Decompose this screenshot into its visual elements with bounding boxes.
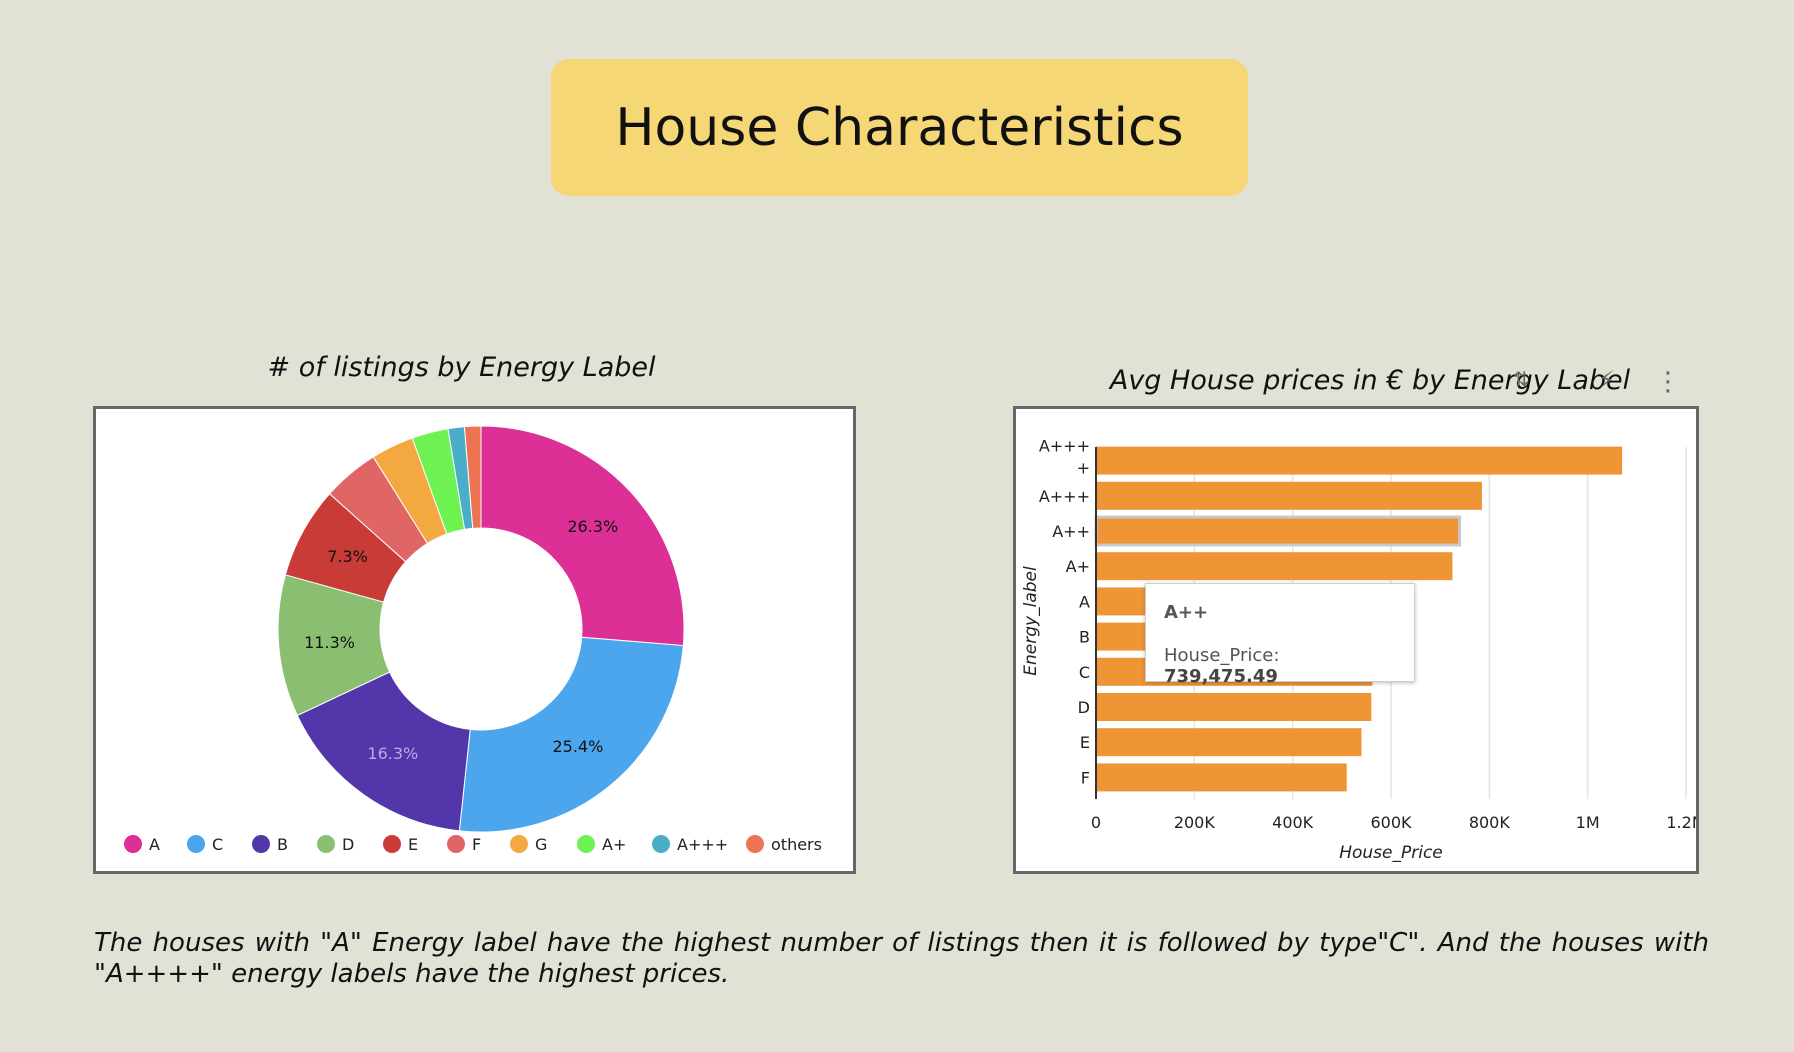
legend-label: A+ <box>602 835 626 854</box>
donut-slice-label: 16.3% <box>367 744 418 763</box>
tooltip-title: A++ <box>1164 602 1209 623</box>
tooltip-body: House_Price: 739,475.49 <box>1164 645 1396 687</box>
legend-label: C <box>212 835 223 854</box>
donut-slice-b[interactable] <box>296 671 471 832</box>
tooltip-value: 739,475.49 <box>1164 666 1278 687</box>
y-tick-label: B <box>1079 628 1090 647</box>
donut-slice-label: 25.4% <box>552 737 603 756</box>
donut-slice-a[interactable] <box>480 425 685 647</box>
bar-chart-title: Avg House prices in € by Energy Label <box>1109 365 1631 396</box>
lightning-bolt-icon[interactable]: ⚡ <box>1598 366 1615 394</box>
page-title-banner: House Characteristics <box>551 59 1248 196</box>
bar-aplusplusplus[interactable] <box>1096 481 1482 510</box>
legend-marker <box>252 835 270 853</box>
y-tick-label: A+ <box>1066 557 1090 576</box>
legend-label: A <box>149 835 160 854</box>
legend-marker <box>187 835 205 853</box>
legend-label: D <box>342 835 354 854</box>
x-tick-label: 200K <box>1174 813 1216 832</box>
donut-chart-title: # of listings by Energy Label <box>267 352 656 383</box>
donut-chart: 26.3% 25.4% 16.3% 11.3% 7.3% A C B D E F G A+ A+++ oth… <box>124 425 822 854</box>
legend-marker <box>652 835 670 853</box>
bar-f[interactable] <box>1096 763 1347 792</box>
bar-e[interactable] <box>1096 728 1362 757</box>
bar-aplusplus[interactable] <box>1094 515 1462 547</box>
donut-slice-label: 26.3% <box>567 517 618 536</box>
legend-label: E <box>408 835 418 854</box>
donut-slice-label: 7.3% <box>327 547 368 566</box>
donut-chart-panel: 26.3% 25.4% 16.3% 11.3% 7.3% A C B D E F G A+ A+++ oth… <box>93 406 856 874</box>
donut-slice-c[interactable] <box>458 636 684 833</box>
y-axis-label: Energy_label <box>1021 566 1041 676</box>
legend-marker <box>746 835 764 853</box>
y-tick-label: + <box>1077 459 1090 478</box>
x-tick-label: 1.2M <box>1666 813 1696 832</box>
x-axis-label: House_Price <box>1339 843 1443 863</box>
x-tick-label: 0 <box>1091 813 1101 832</box>
x-tick-label: 1M <box>1576 813 1600 832</box>
tooltip-field: House_Price <box>1164 645 1274 666</box>
legend-label: F <box>472 835 481 854</box>
more-vertical-icon[interactable]: ⋮ <box>1655 367 1681 397</box>
bar-aplus[interactable] <box>1096 552 1453 581</box>
y-tick-label: F <box>1081 768 1090 787</box>
donut-slice-others[interactable] <box>463 425 482 529</box>
legend-label: others <box>771 835 822 854</box>
y-tick-label: D <box>1078 698 1090 717</box>
page-title: House Characteristics <box>615 97 1184 158</box>
legend-marker <box>510 835 528 853</box>
bar-aplusplusplusplus[interactable] <box>1096 446 1623 475</box>
y-tick-label: E <box>1080 733 1090 752</box>
y-tick-label: A <box>1079 592 1090 611</box>
donut-slice-label: 11.3% <box>304 633 355 652</box>
y-tick-label: A+++ <box>1039 487 1090 506</box>
x-tick-label: 800K <box>1469 813 1511 832</box>
legend-label: G <box>535 835 547 854</box>
x-tick-label: 400K <box>1272 813 1314 832</box>
tooltip-colon: : <box>1273 645 1280 666</box>
bar-d[interactable] <box>1096 693 1372 721</box>
legend-marker <box>383 835 401 853</box>
y-tick-label: A++ <box>1052 522 1090 541</box>
legend-label: B <box>277 835 288 854</box>
x-tick-label: 600K <box>1370 813 1412 832</box>
y-tick-label: C <box>1079 663 1090 682</box>
legend-marker <box>447 835 465 853</box>
y-tick-label: A+++ <box>1039 437 1090 456</box>
legend-marker <box>317 835 335 853</box>
sort-az-icon[interactable]: ⇅ <box>1513 367 1530 391</box>
legend-marker <box>577 835 595 853</box>
legend-label: A+++ <box>677 835 728 854</box>
chart-tooltip: A++ House_Price: 739,475.49 <box>1145 583 1415 687</box>
summary-note: The houses with "A" Energy label have th… <box>94 928 1709 989</box>
legend-marker <box>124 835 142 853</box>
